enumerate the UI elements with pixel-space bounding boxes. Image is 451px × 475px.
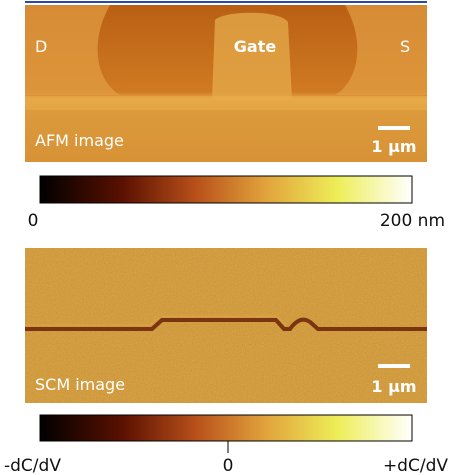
afm-caption: AFM image (35, 131, 124, 150)
drain-label: D (35, 37, 47, 56)
colorbar-min: 0 (28, 211, 39, 231)
scm-caption: SCM image (35, 375, 125, 394)
scale-label: 1 µm (371, 377, 416, 396)
gate-label: Gate (234, 37, 277, 56)
scale-label: 1 µm (371, 137, 416, 156)
colorbar-max: 200 nm (380, 211, 445, 231)
colorbar (40, 176, 412, 203)
colorbar-max: +dC/dV (383, 456, 448, 475)
figure: D Gate S AFM image 1 µm 0 200 nm SCM ima… (0, 0, 451, 475)
scale-bar (378, 126, 410, 130)
colorbar-min: -dC/dV (4, 456, 61, 475)
colorbar (40, 415, 412, 441)
scale-bar (378, 364, 410, 368)
scm-image: SCM image 1 µm (25, 248, 427, 403)
source-label: S (400, 37, 410, 56)
afm-image: D Gate S AFM image 1 µm (25, 5, 427, 162)
colorbar-mid: 0 (223, 456, 234, 475)
